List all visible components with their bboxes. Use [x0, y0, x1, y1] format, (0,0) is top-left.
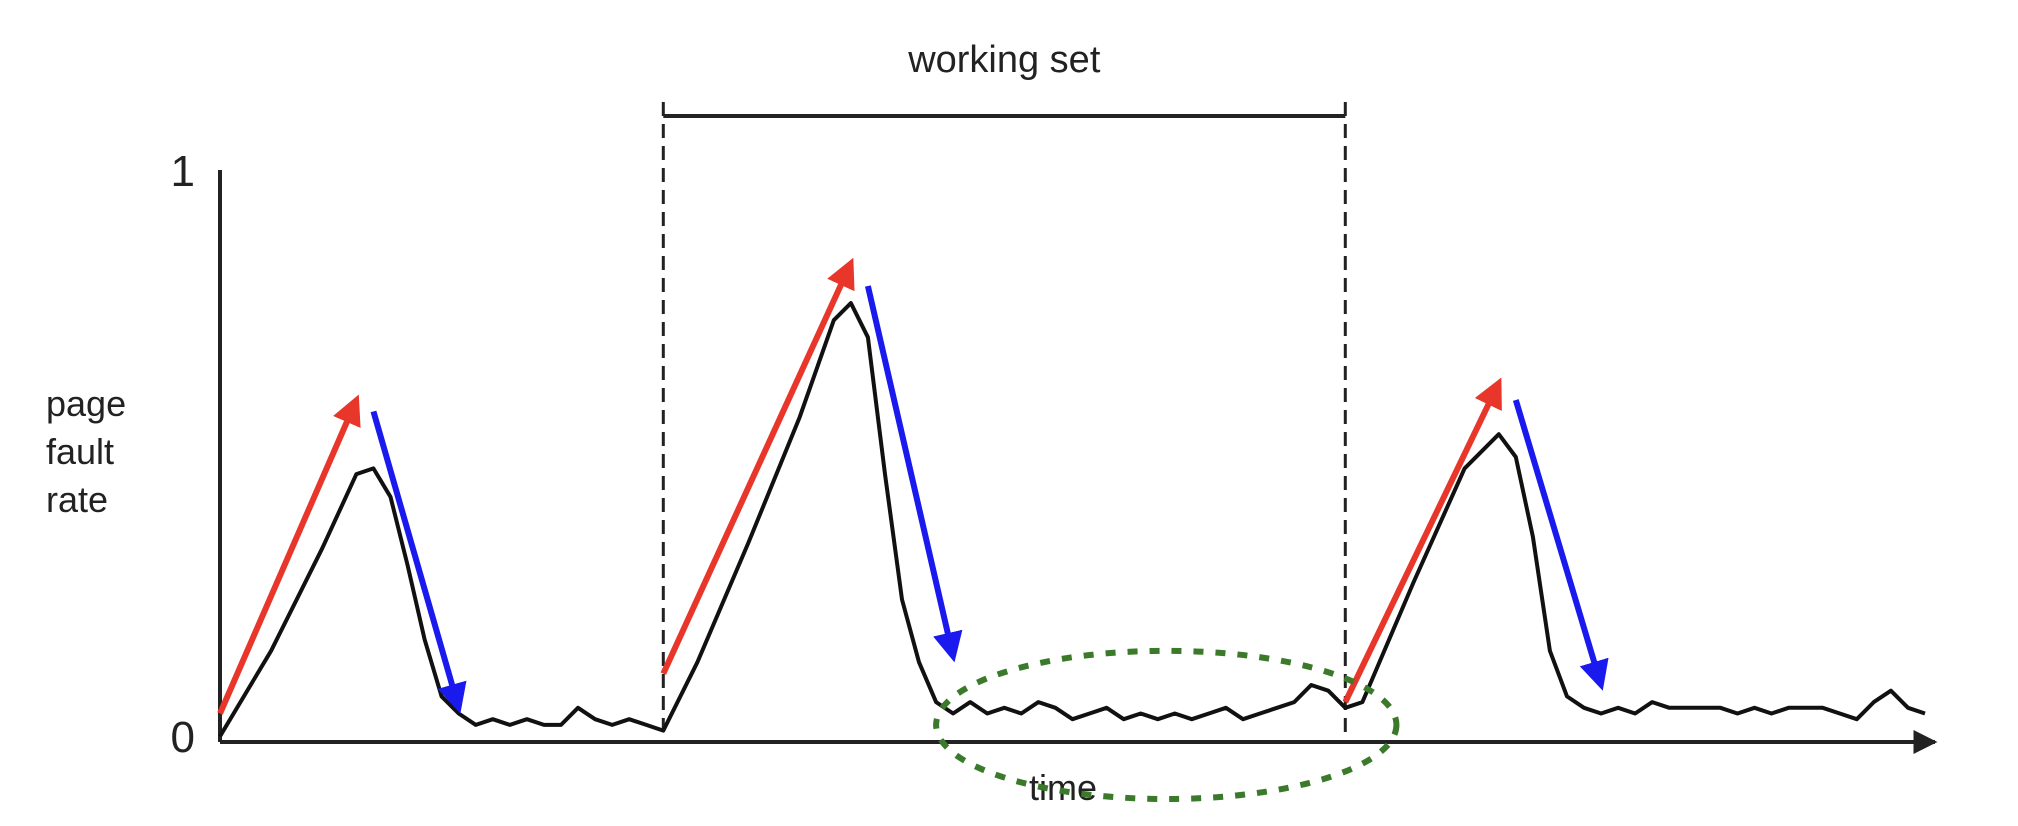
- page-fault-rate-curve: [218, 301, 1926, 738]
- y-tick-label-0: 0: [171, 713, 195, 762]
- trend-arrows: [217, 257, 1609, 715]
- falling-trend-arrow-4: [864, 285, 963, 663]
- stable-region-highlight: [933, 647, 1400, 803]
- y-axis-label-line-1: page: [46, 383, 126, 424]
- y-axis-label-line-2: fault: [46, 431, 114, 472]
- y-axis-label-line-3: rate: [46, 479, 108, 520]
- y-tick-label-1: 1: [171, 147, 195, 196]
- rising-trend-arrow-1: [217, 394, 361, 715]
- falling-trend-arrow-2: [370, 410, 467, 714]
- rising-trend-arrow-3: [660, 257, 855, 675]
- rising-trend-arrow-5: [1342, 377, 1502, 704]
- falling-trend-arrow-6: [1512, 399, 1609, 691]
- working-set-label: working set: [907, 39, 1101, 81]
